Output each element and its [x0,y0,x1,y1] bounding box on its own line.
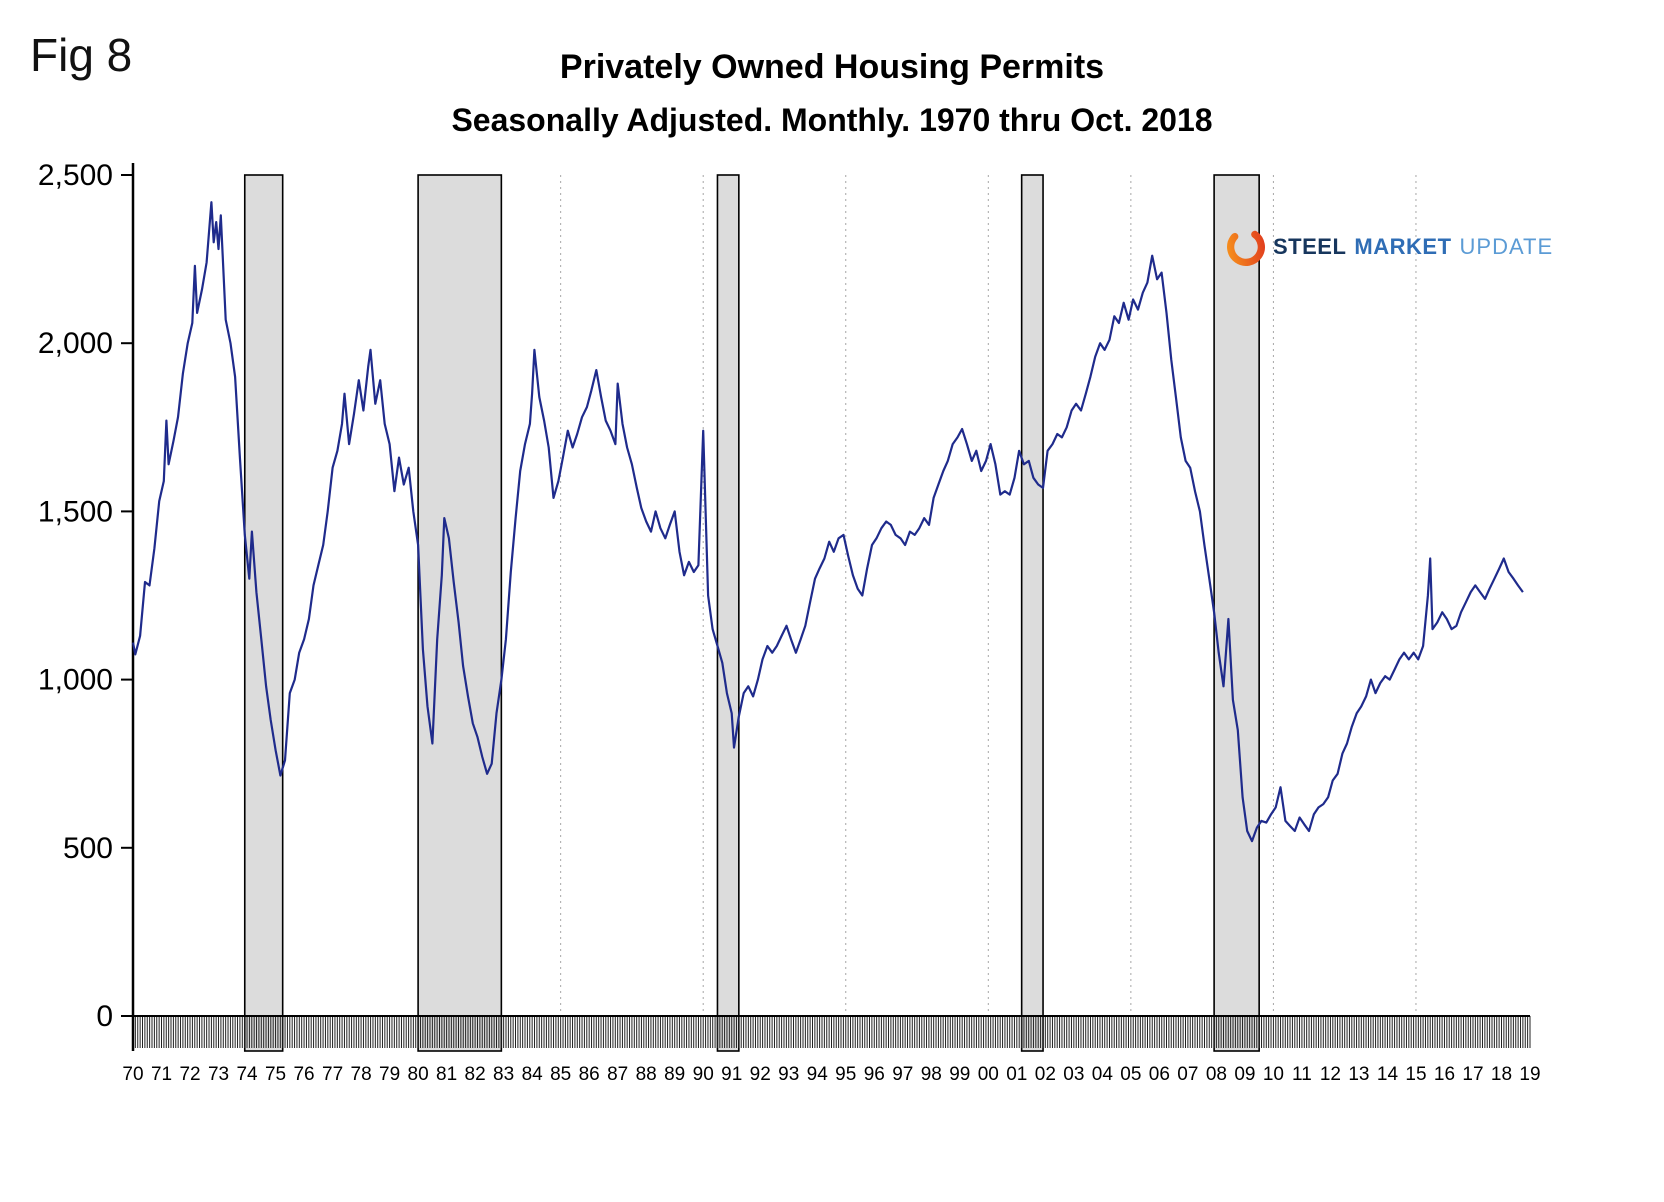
x-tick-label: 98 [921,1064,942,1085]
x-tick-label: 00 [978,1064,999,1085]
x-tick-label: 94 [807,1064,829,1085]
x-tick-label: 89 [664,1064,685,1085]
x-tick-label: 77 [322,1064,343,1085]
x-tick-label: 01 [1006,1064,1027,1085]
x-tick-label: 16 [1434,1064,1455,1085]
y-tick-label: 2,500 [38,159,113,192]
x-tick-label: 95 [835,1064,856,1085]
steel-market-update-logo: STEEL MARKET UPDATE [1225,226,1553,268]
x-tick-label: 91 [721,1064,742,1085]
x-tick-label: 97 [892,1064,913,1085]
x-tick-label: 03 [1063,1064,1084,1085]
x-tick-label: 05 [1120,1064,1141,1085]
x-tick-label: 73 [208,1064,229,1085]
x-tick-label: 75 [265,1064,286,1085]
permits-line [131,201,1524,843]
x-tick-label: 87 [607,1064,628,1085]
recession-band [716,174,740,1052]
y-tick-label: 1,500 [38,495,113,528]
x-tick-label: 11 [1292,1064,1312,1085]
x-tick-label: 88 [636,1064,657,1085]
x-tick-label: 04 [1092,1064,1114,1085]
x-tick-label: 81 [436,1064,457,1085]
x-tick-label: 74 [236,1064,258,1085]
x-tick-label: 07 [1177,1064,1198,1085]
y-tick-label: 0 [96,1000,113,1033]
x-tick-label: 15 [1405,1064,1426,1085]
x-tick-label: 80 [408,1064,429,1085]
x-tick-label: 79 [379,1064,400,1085]
x-tick-label: 10 [1263,1064,1284,1085]
x-tick-label: 85 [550,1064,571,1085]
recession-band [417,174,503,1052]
x-tick-label: 09 [1234,1064,1255,1085]
x-tick-label: 06 [1149,1064,1170,1085]
x-tick-label: 90 [693,1064,714,1085]
y-tick-label: 2,000 [38,327,113,360]
x-tick-label: 82 [465,1064,486,1085]
x-tick-label: 71 [151,1064,172,1085]
x-tick-label: 18 [1491,1064,1512,1085]
x-tick-label: 76 [293,1064,314,1085]
x-tick-label: 78 [351,1064,372,1085]
x-tick-label: 19 [1519,1064,1540,1085]
x-tick-label: 08 [1206,1064,1227,1085]
x-tick-label: 72 [179,1064,200,1085]
chart-title: Privately Owned Housing Permits [559,48,1105,86]
x-tick-label: 96 [864,1064,885,1085]
recession-band [1020,174,1044,1052]
chart-subtitle: Seasonally Adjusted. Monthly. 1970 thru … [451,102,1213,138]
y-tick-label: 500 [63,832,113,865]
x-tick-label: 13 [1348,1064,1369,1085]
recession-band [243,174,284,1052]
x-tick-label: 14 [1377,1064,1399,1085]
x-tick-label: 99 [949,1064,970,1085]
logo-word-steel: STEEL [1273,234,1347,259]
x-tick-label: 84 [522,1064,544,1085]
x-tick-label: 12 [1320,1064,1341,1085]
logo-word-update: UPDATE [1459,234,1554,259]
recession-band [1213,174,1260,1052]
x-tick-label: 86 [579,1064,600,1085]
x-tick-label: 92 [750,1064,771,1085]
smu-swoosh-icon [1227,228,1265,266]
x-tick-label: 02 [1035,1064,1056,1085]
figure-label: Fig 8 [30,29,133,81]
x-tick-label: 83 [493,1064,514,1085]
logo-word-market: MARKET [1354,234,1452,259]
x-tick-label: 17 [1462,1064,1483,1085]
x-tick-label: 93 [778,1064,799,1085]
y-tick-label: 1,000 [38,664,113,697]
x-tick-label: 70 [122,1064,143,1085]
